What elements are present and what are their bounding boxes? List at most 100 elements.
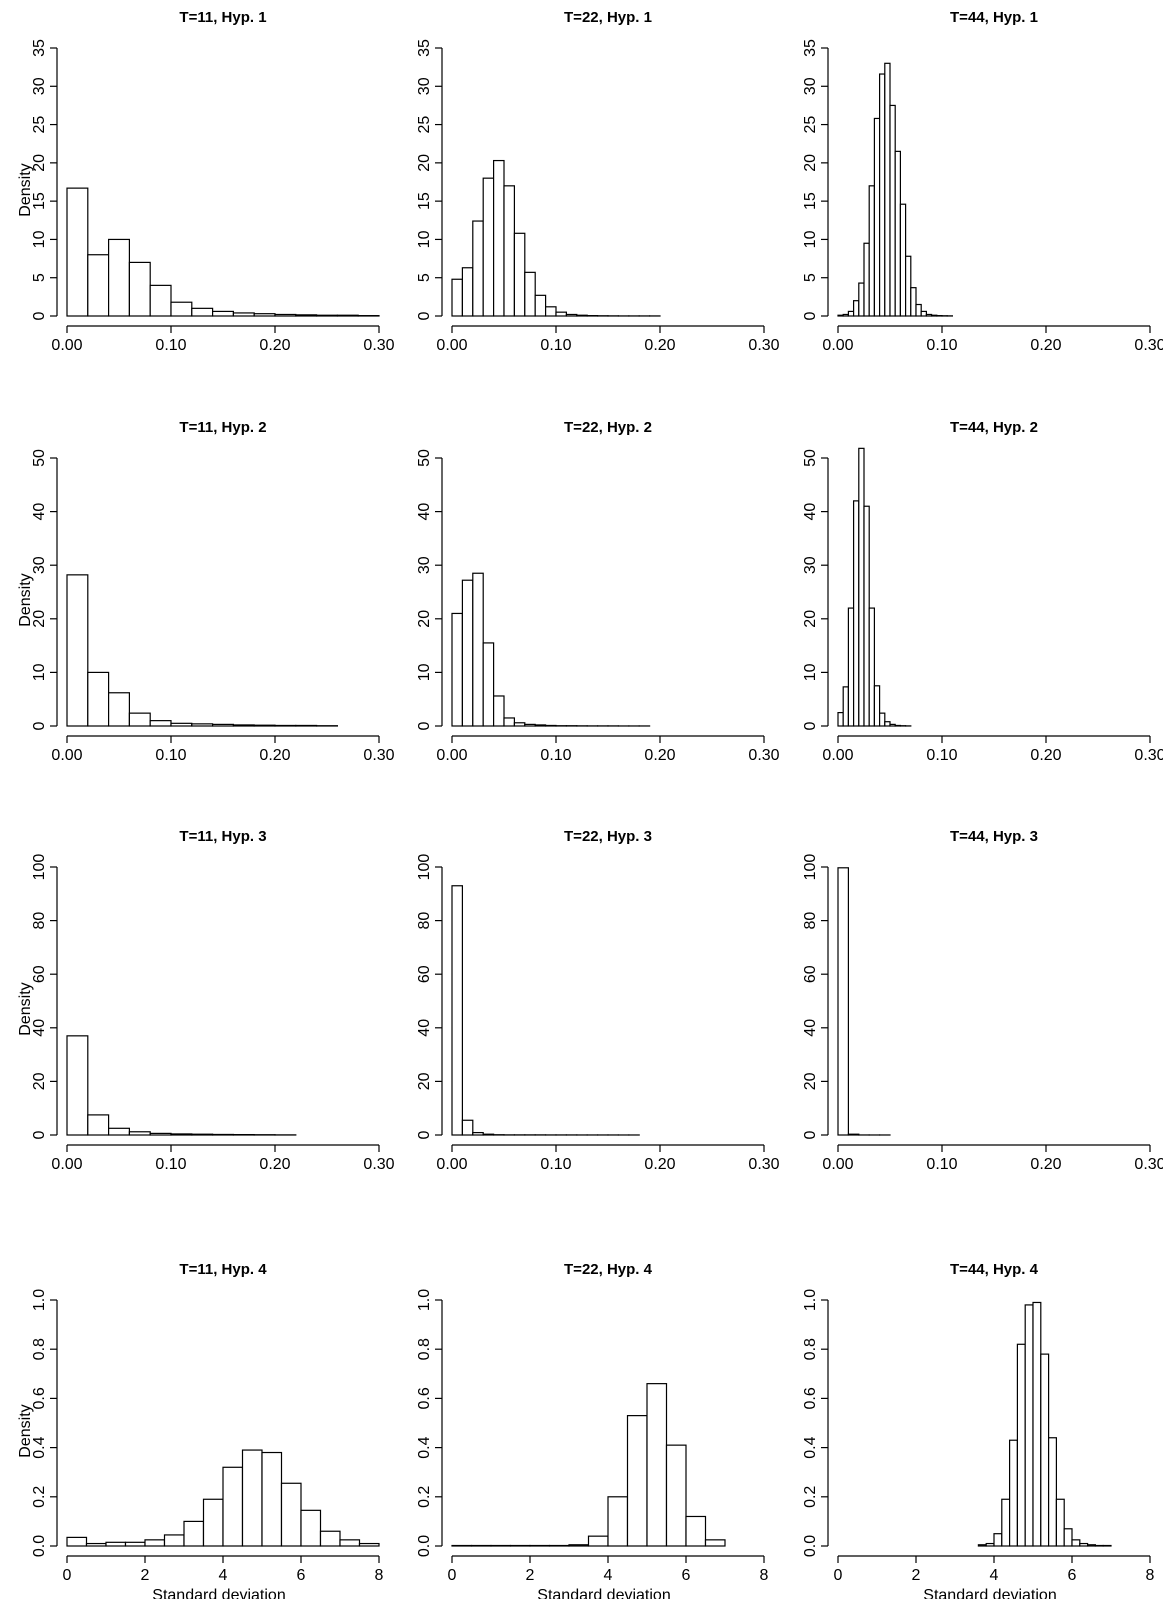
y-tick-label: 0.6 [31, 1387, 48, 1409]
x-tick-label: 0.30 [748, 747, 779, 764]
histogram-bar [358, 1542, 380, 1547]
histogram-bar [1001, 1498, 1011, 1547]
panel-title: T=22, Hyp. 1 [564, 9, 652, 26]
histogram-bar [889, 104, 896, 317]
y-tick-label: 40 [31, 503, 48, 521]
histogram-bar [837, 867, 849, 1136]
histogram-bar [899, 203, 907, 317]
histogram-bar [212, 723, 235, 727]
x-tick-label: 0.30 [363, 337, 394, 354]
y-tick-label: 35 [31, 39, 48, 57]
histogram-bar [170, 301, 193, 317]
x-tick-label: 0.30 [1134, 1156, 1163, 1173]
histogram-bar [1008, 1439, 1018, 1547]
histogram-bar [212, 310, 235, 317]
y-tick-label: 0 [31, 311, 48, 320]
histogram-bar [1079, 1542, 1089, 1547]
y-axis-label: Density [17, 163, 34, 216]
x-tick-label: 0.10 [540, 747, 571, 764]
y-tick-label: 5 [416, 273, 433, 282]
histogram-bar [241, 1449, 263, 1547]
histogram-bar [534, 724, 547, 727]
histogram-panel: T=22, Hyp. 4 0 2 4 6 8 0.0 0.2 0.4 0.6 0.8 1.0 Stand… [416, 1261, 769, 1599]
histogram-bar [66, 574, 89, 727]
y-tick-label: 0.0 [802, 1535, 819, 1557]
histogram-bar [319, 1530, 341, 1547]
histogram-bar [1047, 1437, 1057, 1547]
x-tick-label: 0.30 [1134, 337, 1163, 354]
panel-title: T=22, Hyp. 4 [564, 1261, 653, 1278]
x-tick-label: 2 [141, 1567, 150, 1584]
y-tick-label: 1.0 [802, 1289, 819, 1311]
histogram-bar [493, 695, 505, 727]
histogram-bar [503, 185, 515, 317]
panel-title: T=11, Hyp. 1 [179, 9, 266, 26]
y-tick-label: 35 [416, 39, 433, 57]
histogram-bar [107, 692, 130, 727]
y-tick-label: 30 [416, 77, 433, 95]
x-tick-label: 0.30 [363, 1156, 394, 1173]
histogram-panel: T=22, Hyp. 1 0.00 0.10 0.20 0.30 0 5 10 15 20 25 30… [416, 9, 780, 354]
histogram-bar [1032, 1301, 1042, 1547]
panel-title: T=44, Hyp. 1 [950, 9, 1038, 26]
x-tick-label: 6 [682, 1567, 691, 1584]
histogram-bar [847, 310, 855, 317]
histogram-bar [587, 1535, 609, 1547]
histogram-bar [607, 1496, 629, 1547]
y-tick-label: 0 [416, 1130, 433, 1139]
histogram-bar [482, 1133, 495, 1136]
histogram-bar [232, 724, 255, 727]
histogram-panel: T=44, Hyp. 2 0.00 0.10 0.20 0.30 0 10 20 30 40 50 [802, 419, 1163, 764]
histogram-panel: T=11, Hyp. 2 0.00 0.10 0.20 0.30 0 10 20 30 40 50 D… [17, 419, 395, 764]
histogram-bar [461, 267, 474, 317]
histogram-panel: T=44, Hyp. 1 0.00 0.10 0.20 0.30 0 5 10 15 20 25 30… [802, 9, 1163, 354]
y-tick-label: 50 [416, 449, 433, 467]
histogram-bar [884, 62, 891, 317]
panel-title: T=11, Hyp. 4 [179, 1261, 267, 1278]
histogram-bar [66, 1035, 89, 1136]
panel-title: T=22, Hyp. 2 [564, 419, 652, 436]
y-tick-label: 10 [31, 230, 48, 248]
histogram-bar [1086, 1544, 1096, 1547]
histogram-bar [253, 724, 276, 727]
histogram-bar [128, 1131, 151, 1136]
y-tick-label: 100 [31, 854, 48, 881]
histogram-bar [1063, 1528, 1073, 1547]
x-tick-label: 0.00 [436, 1156, 467, 1173]
histogram-bar [85, 1542, 107, 1547]
x-tick-label: 0 [448, 1567, 457, 1584]
x-tick-label: 4 [990, 1567, 999, 1584]
x-tick-label: 0.00 [822, 747, 853, 764]
histogram-bar [451, 612, 463, 727]
histogram-bar [665, 1444, 687, 1547]
y-tick-label: 0.2 [802, 1486, 819, 1508]
histogram-bar [868, 185, 876, 317]
histogram-bar [482, 177, 495, 317]
y-tick-label: 0.2 [416, 1486, 433, 1508]
histogram-bar [915, 303, 922, 317]
y-tick-label: 60 [31, 965, 48, 983]
histogram-bar [646, 1383, 668, 1547]
y-tick-label: 1.0 [31, 1289, 48, 1311]
y-tick-label: 10 [416, 663, 433, 681]
histogram-bar [149, 284, 172, 317]
histogram-bar [920, 310, 928, 317]
histogram-bar [904, 255, 912, 317]
histogram-bar [626, 1415, 648, 1547]
histogram-bar [87, 1114, 110, 1136]
x-tick-label: 0.10 [926, 747, 957, 764]
histogram-bar [930, 314, 938, 317]
y-tick-label: 10 [802, 230, 819, 248]
y-tick-label: 5 [802, 273, 819, 282]
histogram-bar [925, 313, 933, 317]
y-tick-label: 0 [416, 721, 433, 730]
x-axis-label: Standard deviation [152, 1587, 285, 1599]
histogram-bar [261, 1451, 283, 1547]
y-tick-label: 20 [416, 610, 433, 628]
x-tick-label: 0.30 [363, 747, 394, 764]
x-tick-label: 0.20 [259, 1156, 290, 1173]
x-tick-label: 4 [219, 1567, 228, 1584]
panel-title: T=44, Hyp. 2 [950, 419, 1038, 436]
histogram-panel: T=22, Hyp. 2 0.00 0.10 0.20 0.30 0 10 20 30 40 50 [416, 419, 780, 764]
histogram-bar [873, 685, 881, 727]
